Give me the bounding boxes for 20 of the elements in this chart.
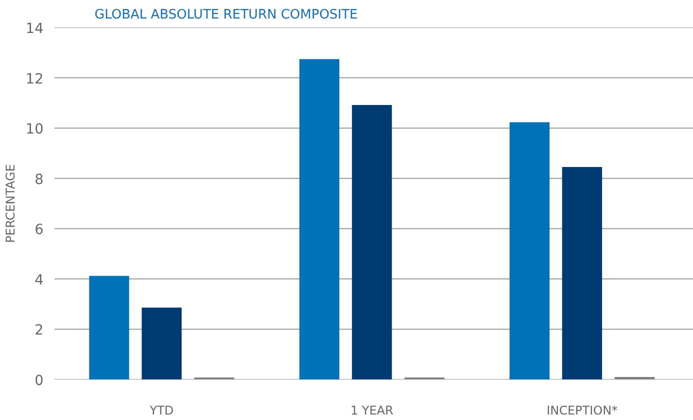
- bar: [142, 308, 182, 380]
- y-tick-label: 4: [34, 272, 44, 288]
- y-tick-label: 0: [34, 373, 44, 389]
- bar: [510, 122, 550, 380]
- bar: [562, 167, 602, 380]
- y-tick-label: 8: [34, 172, 44, 188]
- bar: [614, 376, 655, 380]
- bar: [352, 104, 392, 380]
- bar: [299, 59, 340, 380]
- x-tick-label: INCEPTION*: [546, 404, 618, 418]
- bar: [89, 276, 130, 380]
- x-tick-label: 1 YEAR: [350, 404, 394, 418]
- y-tick-label: 2: [34, 322, 44, 339]
- y-tick-label: 12: [26, 71, 44, 88]
- y-tick-label: 10: [26, 122, 44, 138]
- y-tick-label: 6: [34, 222, 44, 238]
- chart-title: GLOBAL ABSOLUTE RETURN COMPOSITE: [94, 8, 358, 22]
- y-axis-title: PERCENTAGE: [4, 164, 18, 243]
- y-tick-label: 14: [26, 21, 44, 37]
- x-tick-label: YTD: [148, 404, 174, 418]
